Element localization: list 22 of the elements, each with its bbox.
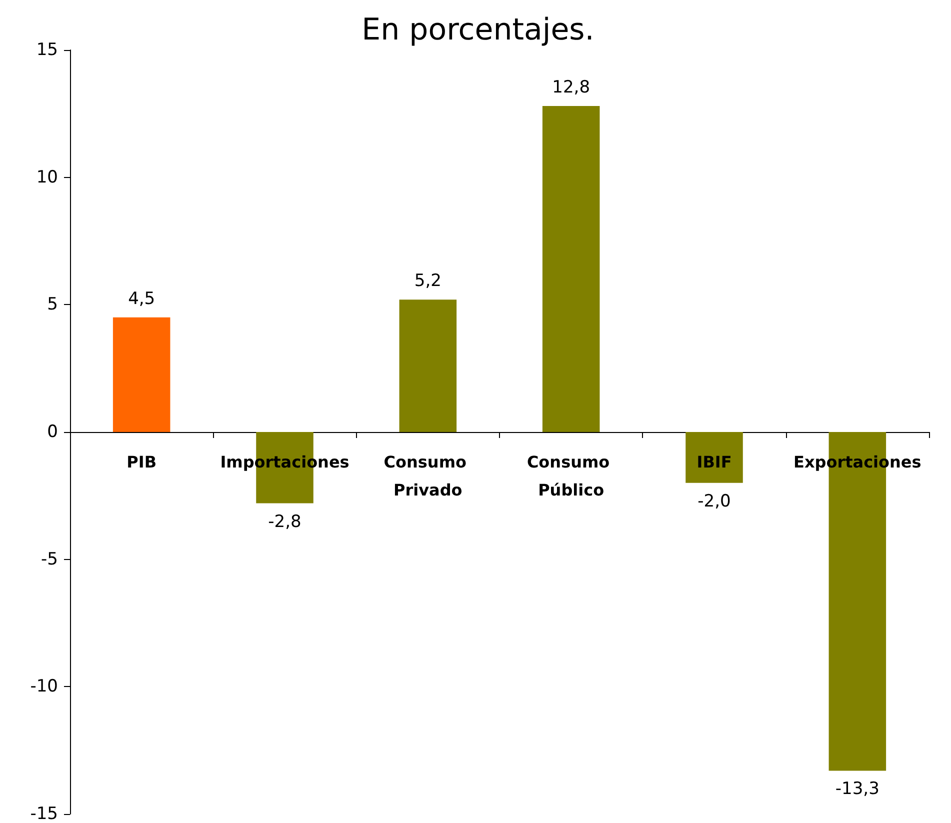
data-label: 4,5: [128, 288, 156, 309]
y-tick-label: 0: [47, 422, 58, 442]
x-tick-label: Consumo Privado: [384, 452, 472, 500]
x-tick-label: IBIF: [696, 452, 732, 472]
bar: [399, 300, 457, 432]
y-tick-label: -15: [30, 804, 58, 823]
bar: [686, 432, 743, 483]
y-tick-label: -10: [30, 676, 58, 697]
y-tick-label: -5: [41, 549, 58, 570]
bar: [542, 106, 600, 432]
data-label: 12,8: [552, 78, 590, 98]
data-label: -2,0: [698, 491, 731, 512]
bar: [112, 317, 170, 432]
x-tick-label: Consumo Público: [526, 452, 616, 500]
y-tick-label: 15: [36, 40, 58, 60]
data-label: -13,3: [835, 779, 880, 800]
y-tick-label: 5: [47, 294, 58, 315]
chart-title: En porcentajes.: [362, 12, 594, 48]
data-label: 5,2: [414, 271, 442, 292]
data-label: -2,8: [268, 512, 302, 532]
y-tick-label: 10: [36, 167, 58, 188]
x-tick-label: PIB: [126, 452, 157, 472]
